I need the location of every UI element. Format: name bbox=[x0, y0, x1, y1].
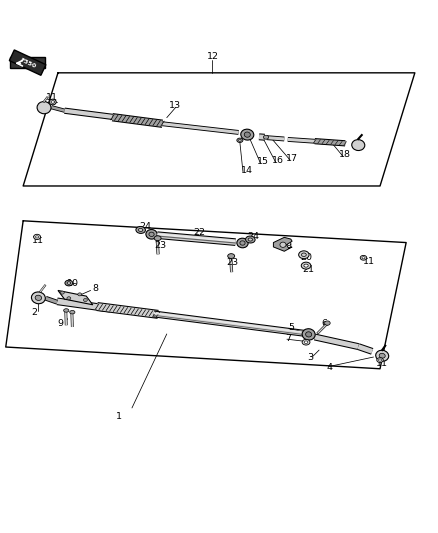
Ellipse shape bbox=[301, 262, 311, 269]
Ellipse shape bbox=[60, 291, 64, 294]
Text: 20: 20 bbox=[300, 253, 312, 262]
Ellipse shape bbox=[280, 242, 286, 247]
Ellipse shape bbox=[240, 241, 245, 245]
Polygon shape bbox=[10, 56, 45, 68]
Text: 17: 17 bbox=[286, 154, 298, 163]
Ellipse shape bbox=[35, 295, 42, 301]
Text: 4: 4 bbox=[327, 363, 333, 372]
Ellipse shape bbox=[237, 238, 248, 248]
Ellipse shape bbox=[301, 253, 306, 256]
Ellipse shape bbox=[378, 359, 381, 361]
Ellipse shape bbox=[154, 236, 161, 240]
Ellipse shape bbox=[228, 254, 235, 259]
Text: F350: F350 bbox=[19, 57, 36, 69]
Text: 8: 8 bbox=[92, 284, 98, 293]
Ellipse shape bbox=[65, 280, 73, 286]
Text: 24: 24 bbox=[139, 222, 151, 231]
Polygon shape bbox=[9, 50, 46, 75]
Ellipse shape bbox=[136, 227, 145, 233]
Ellipse shape bbox=[49, 99, 56, 105]
Ellipse shape bbox=[70, 310, 75, 314]
Text: 2: 2 bbox=[31, 308, 37, 317]
Ellipse shape bbox=[244, 132, 251, 137]
Ellipse shape bbox=[149, 232, 154, 237]
Ellipse shape bbox=[360, 255, 367, 260]
Text: 10: 10 bbox=[67, 279, 79, 287]
Ellipse shape bbox=[248, 238, 253, 241]
Ellipse shape bbox=[362, 257, 365, 259]
Ellipse shape bbox=[302, 340, 310, 345]
Ellipse shape bbox=[304, 341, 308, 344]
Polygon shape bbox=[58, 290, 93, 305]
Text: 11: 11 bbox=[376, 359, 388, 368]
Text: 23: 23 bbox=[226, 257, 238, 266]
Text: 9: 9 bbox=[57, 319, 63, 328]
Ellipse shape bbox=[78, 293, 82, 296]
Ellipse shape bbox=[37, 102, 51, 114]
Text: 22: 22 bbox=[194, 228, 205, 237]
Text: 11: 11 bbox=[363, 257, 375, 266]
Ellipse shape bbox=[51, 101, 54, 103]
Text: 18: 18 bbox=[339, 150, 351, 159]
Ellipse shape bbox=[302, 329, 315, 340]
Ellipse shape bbox=[67, 282, 71, 284]
Text: 21: 21 bbox=[303, 264, 314, 273]
Ellipse shape bbox=[263, 135, 268, 139]
Text: 12: 12 bbox=[206, 52, 219, 61]
Ellipse shape bbox=[67, 297, 71, 300]
Ellipse shape bbox=[237, 138, 243, 142]
Ellipse shape bbox=[299, 251, 309, 259]
Ellipse shape bbox=[64, 309, 69, 312]
Text: 7: 7 bbox=[286, 334, 292, 343]
Ellipse shape bbox=[34, 235, 41, 239]
Polygon shape bbox=[273, 237, 292, 251]
Text: 16: 16 bbox=[272, 156, 284, 165]
Ellipse shape bbox=[32, 292, 45, 304]
Ellipse shape bbox=[376, 350, 389, 361]
Text: 11: 11 bbox=[46, 93, 57, 102]
Text: 24: 24 bbox=[247, 232, 259, 241]
Text: 1: 1 bbox=[116, 412, 122, 421]
Ellipse shape bbox=[377, 358, 383, 362]
Ellipse shape bbox=[35, 236, 39, 238]
Ellipse shape bbox=[304, 264, 308, 267]
Text: 15: 15 bbox=[257, 157, 268, 166]
Ellipse shape bbox=[306, 332, 312, 337]
Ellipse shape bbox=[379, 353, 385, 358]
Ellipse shape bbox=[83, 298, 87, 302]
Ellipse shape bbox=[146, 230, 157, 239]
Ellipse shape bbox=[246, 236, 255, 243]
Text: 6: 6 bbox=[321, 319, 327, 328]
Text: 3: 3 bbox=[307, 353, 314, 362]
Text: 14: 14 bbox=[241, 166, 253, 175]
Ellipse shape bbox=[352, 140, 365, 150]
Ellipse shape bbox=[239, 139, 241, 141]
Ellipse shape bbox=[325, 321, 330, 325]
Ellipse shape bbox=[138, 229, 143, 231]
Text: 5: 5 bbox=[288, 323, 294, 332]
Text: 23: 23 bbox=[154, 241, 166, 250]
Text: 13: 13 bbox=[170, 101, 181, 110]
Ellipse shape bbox=[241, 129, 254, 140]
Text: 11: 11 bbox=[32, 236, 44, 245]
Text: 19: 19 bbox=[281, 241, 293, 250]
